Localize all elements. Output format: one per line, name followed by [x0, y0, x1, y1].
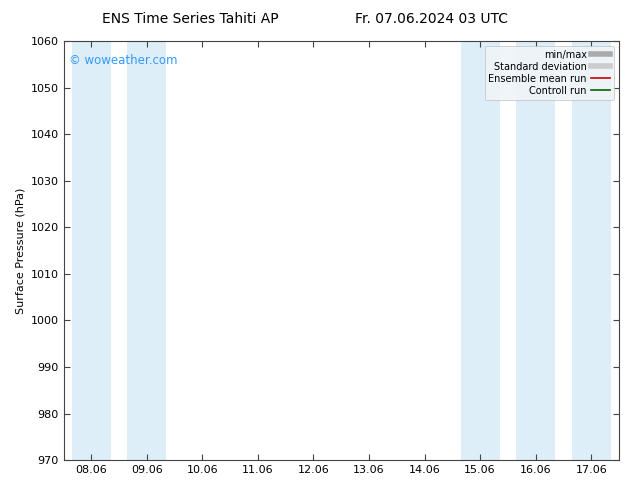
Text: ENS Time Series Tahiti AP: ENS Time Series Tahiti AP: [102, 12, 278, 26]
Y-axis label: Surface Pressure (hPa): Surface Pressure (hPa): [15, 187, 25, 314]
Text: Fr. 07.06.2024 03 UTC: Fr. 07.06.2024 03 UTC: [354, 12, 508, 26]
Legend: min/max, Standard deviation, Ensemble mean run, Controll run: min/max, Standard deviation, Ensemble me…: [484, 46, 614, 99]
Bar: [516, 41, 555, 460]
Bar: [461, 41, 500, 460]
Bar: [127, 41, 166, 460]
Text: © woweather.com: © woweather.com: [69, 53, 178, 67]
Bar: [572, 41, 611, 460]
Bar: [72, 41, 111, 460]
